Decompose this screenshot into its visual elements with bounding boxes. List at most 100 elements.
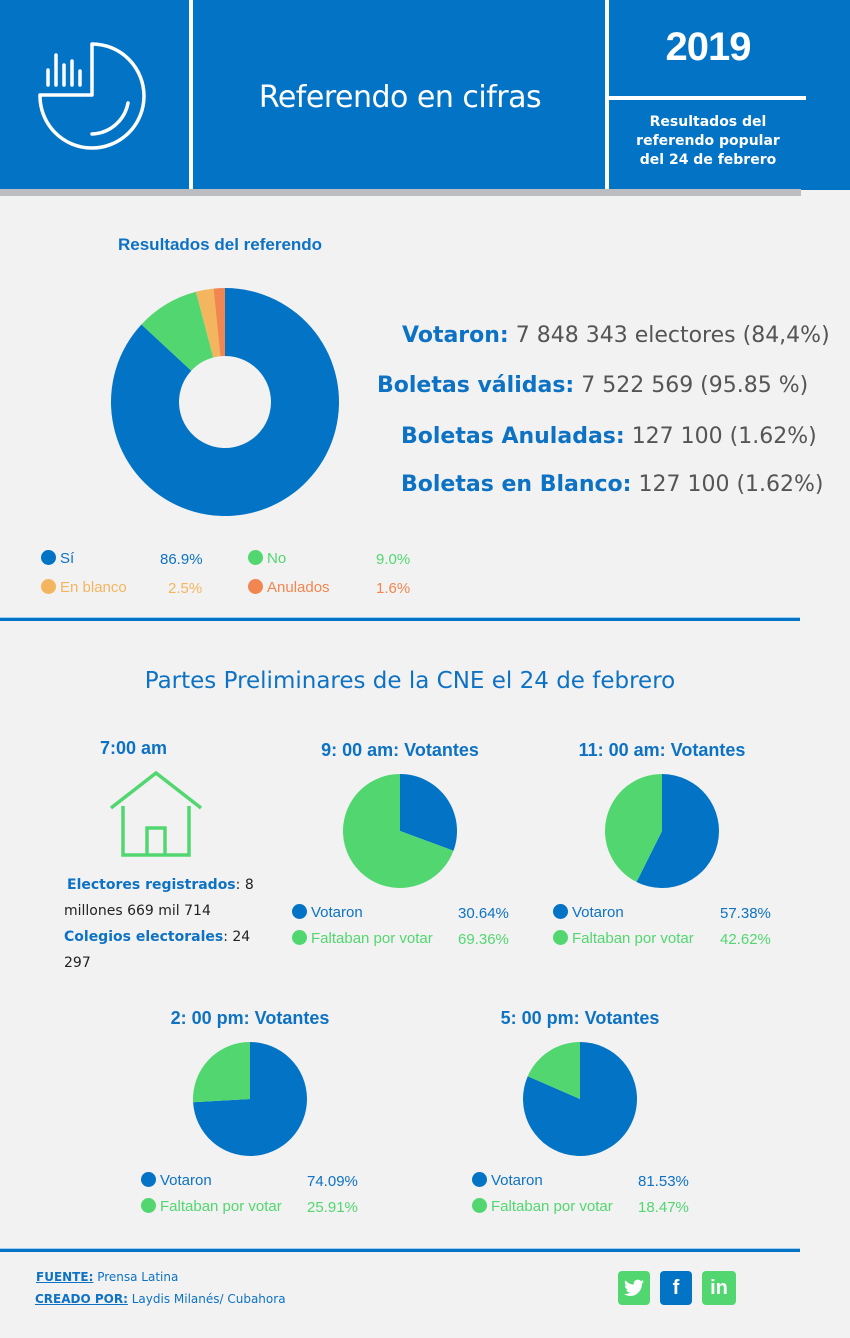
legend-label: Votaron <box>491 1172 543 1189</box>
linkedin-button[interactable]: in <box>702 1271 736 1305</box>
pie-slice-faltaban-por-votar <box>343 774 454 888</box>
header-banner <box>0 0 850 190</box>
pie-slice-votaron <box>193 1042 307 1156</box>
legend-anulados: Anulados <box>248 579 330 596</box>
registered-value: : 8 millones 669 mil 714 <box>64 877 254 919</box>
divider <box>609 96 806 100</box>
subtitle-line: referendo popular <box>636 133 780 149</box>
legend-dot <box>141 1198 156 1213</box>
page-title: Referendo en cifras <box>258 80 542 115</box>
facebook-button[interactable]: f <box>660 1271 692 1305</box>
footer-divider <box>0 1248 800 1252</box>
twitter-button[interactable] <box>618 1271 650 1305</box>
legend-si: Sí <box>41 550 74 567</box>
legend-item: Faltaban por votar <box>141 1198 282 1215</box>
legend-item: Votaron <box>553 904 624 921</box>
legend-dot <box>472 1172 487 1187</box>
legend-label: No <box>267 550 287 567</box>
legend-label: Faltaban por votar <box>572 930 694 947</box>
seven-title: 7:00 am <box>100 738 168 758</box>
pie-slice-faltaban-por-votar <box>605 774 662 882</box>
source-value: Prensa Latina <box>93 1270 179 1284</box>
pie-chart <box>523 1042 637 1156</box>
house-icon <box>109 770 203 857</box>
stat-value: 7 848 343 electores (84,4%) <box>515 323 830 348</box>
pie-chart <box>343 774 457 888</box>
legend-value: 69.36% <box>458 931 509 948</box>
pie-slice-no <box>141 291 214 371</box>
stat-label: Votaron: <box>402 323 509 348</box>
divider <box>189 0 193 190</box>
stat-blanco: Boletas en Blanco: 127 100 (1.62%) <box>401 472 824 497</box>
legend-no: No <box>248 550 286 567</box>
donut-title: Resultados del referendo <box>118 235 323 254</box>
legend-dot <box>141 1172 156 1187</box>
legend-value: 9.0% <box>376 551 411 568</box>
stat-value: 7 522 569 (95.85 %) <box>581 373 809 398</box>
linkedin-icon: in <box>710 1277 728 1299</box>
twitter-icon <box>624 1279 644 1296</box>
colegios-label: Colegios electorales <box>64 929 224 945</box>
legend-item: Votaron <box>292 904 363 921</box>
stat-label: Boletas válidas: <box>377 373 575 398</box>
legend-label: Faltaban por votar <box>160 1198 282 1215</box>
legend-value: 86.9% <box>160 551 203 568</box>
legend-dot <box>248 579 263 594</box>
legend-dot <box>41 579 56 594</box>
legend-label: Anulados <box>267 579 330 596</box>
legend-value: 81.53% <box>638 1173 689 1190</box>
chart-logo-icon <box>38 42 146 150</box>
legend-label: Faltaban por votar <box>491 1198 613 1215</box>
pie-slice-votaron <box>636 774 719 888</box>
legend-dot <box>553 904 568 919</box>
year-label: 2019 <box>665 25 752 69</box>
legend-dot <box>553 930 568 945</box>
legend-value: 42.62% <box>720 931 771 948</box>
pie-title: 9: 00 am: Votantes <box>321 740 479 760</box>
stat-label: Boletas Anuladas: <box>401 424 625 449</box>
divider <box>605 0 609 196</box>
legend-label: Sí <box>60 550 75 567</box>
stat-label: Boletas en Blanco: <box>401 472 632 497</box>
legend-item: Votaron <box>141 1172 212 1189</box>
legend-label: Faltaban por votar <box>311 930 433 947</box>
stat-votaron: Votaron: 7 848 343 electores (84,4%) <box>402 323 830 348</box>
stat-validas: Boletas válidas: 7 522 569 (95.85 %) <box>377 373 808 398</box>
legend-value: 74.09% <box>307 1173 358 1190</box>
legend-value: 30.64% <box>458 905 509 922</box>
legend-value: 57.38% <box>720 905 771 922</box>
section-title: Partes Preliminares de la CNE el 24 de f… <box>144 668 676 694</box>
legend-label: Votaron <box>311 904 363 921</box>
legend-item: Votaron <box>472 1172 543 1189</box>
subtitle-line: Resultados del <box>649 114 767 130</box>
header-strip <box>0 189 801 196</box>
seven-info: Electores registrados: 8 millones 669 mi… <box>64 872 279 976</box>
legend-dot <box>41 550 56 565</box>
legend-dot <box>292 904 307 919</box>
legend-label: Votaron <box>160 1172 212 1189</box>
legend-dot <box>292 930 307 945</box>
registered-label: Electores registrados <box>67 877 236 893</box>
stat-value: 127 100 (1.62%) <box>631 424 817 449</box>
pie-title: 5: 00 pm: Votantes <box>500 1008 660 1028</box>
legend-value: 18.47% <box>638 1199 689 1216</box>
credit-line: CREADO POR: Laydis Milanés/ Cubahora <box>35 1292 286 1306</box>
pie-title: 11: 00 am: Votantes <box>578 740 746 760</box>
pie-slice-anulados <box>213 288 225 357</box>
facebook-icon: f <box>672 1277 680 1299</box>
credit-label: CREADO POR: <box>35 1292 128 1306</box>
pie-slice-faltaban-por-votar <box>527 1042 580 1099</box>
legend-dot <box>472 1198 487 1213</box>
pie-slice-faltaban-por-votar <box>193 1042 250 1103</box>
credit-value: Laydis Milanés/ Cubahora <box>127 1292 286 1306</box>
pie-slice-sí <box>111 288 340 516</box>
legend-value: 2.5% <box>168 580 203 597</box>
legend-value: 1.6% <box>376 580 411 597</box>
pie-chart <box>605 774 719 888</box>
pie-title: 2: 00 pm: Votantes <box>170 1008 330 1028</box>
source-line: FUENTE: Prensa Latina <box>36 1270 178 1284</box>
pie-slice-en-blanco <box>195 288 221 358</box>
source-label: FUENTE: <box>36 1270 94 1284</box>
subtitle-line: del 24 de febrero <box>639 152 777 168</box>
section-divider <box>0 617 800 621</box>
